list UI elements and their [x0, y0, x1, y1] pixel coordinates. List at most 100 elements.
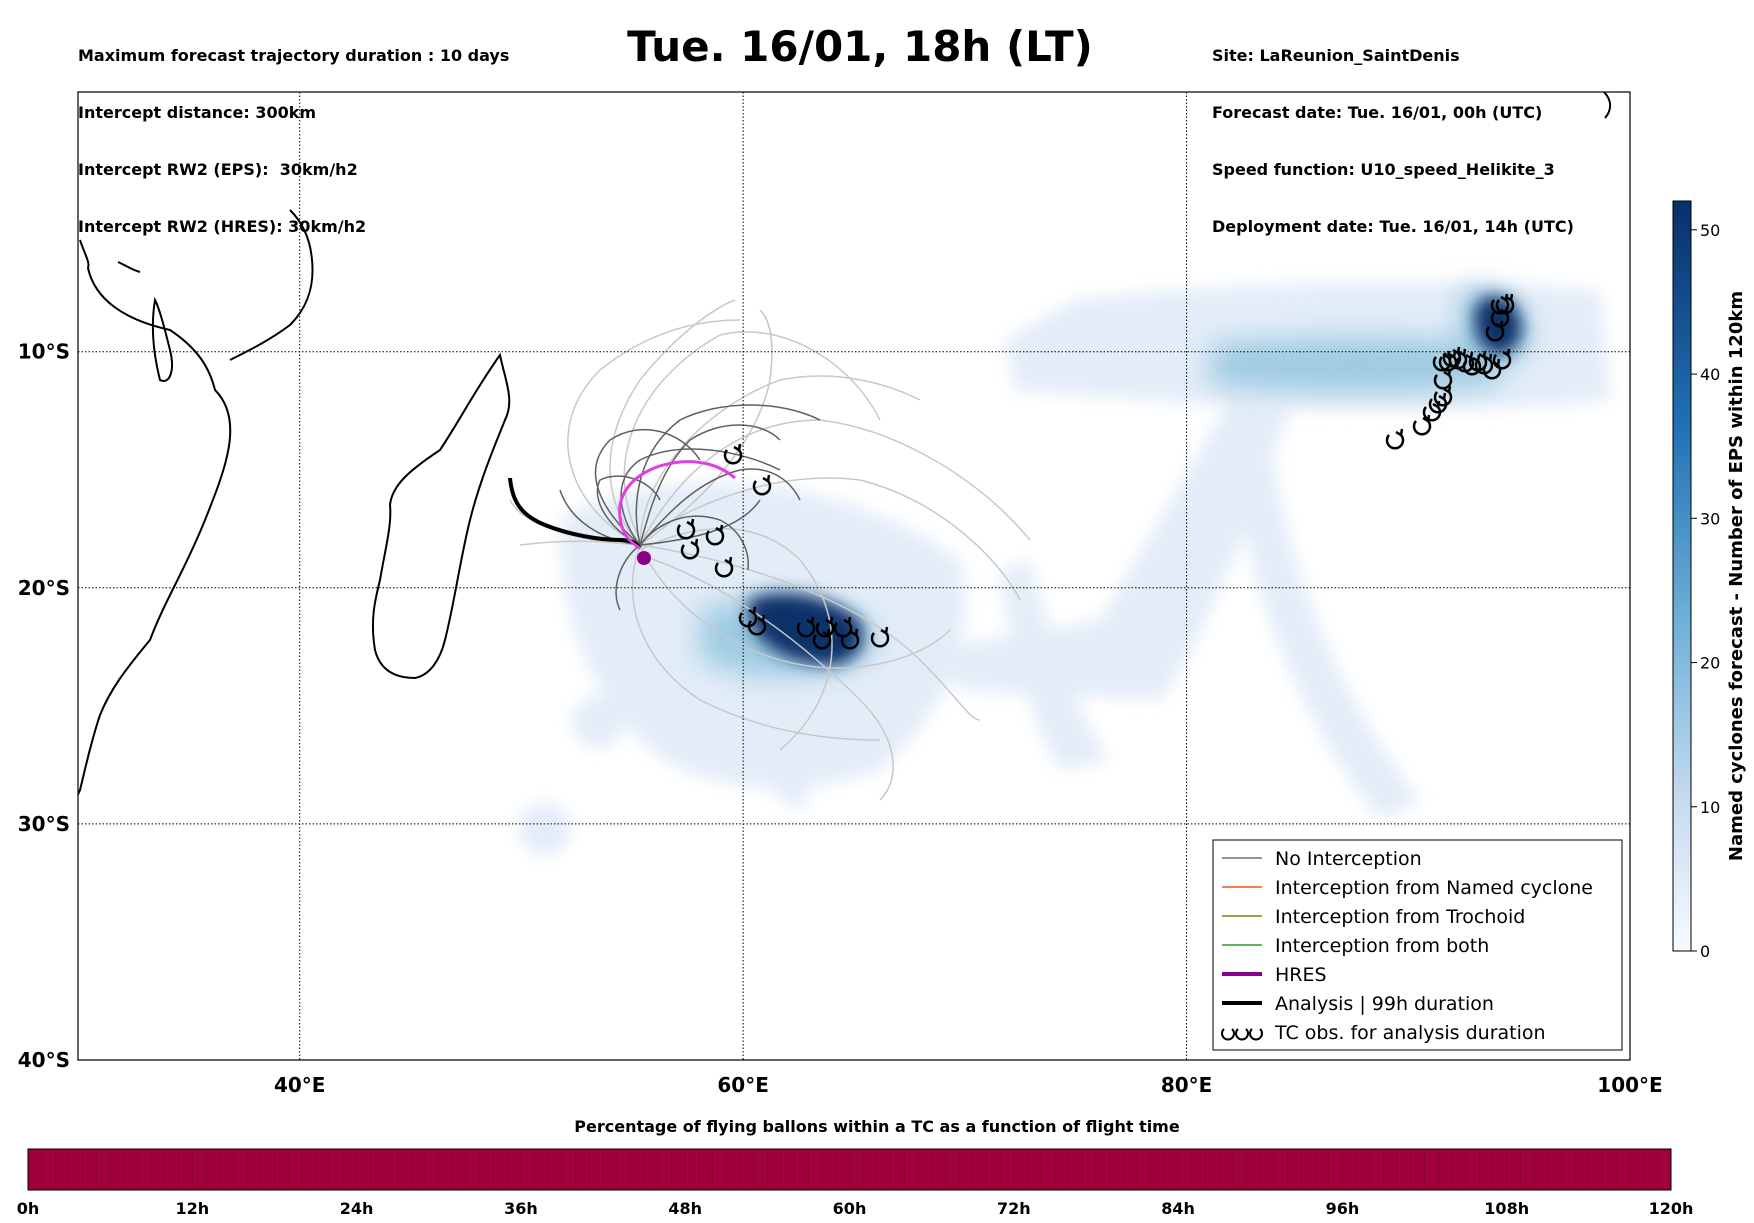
legend-label: Interception from Trochoid [1275, 906, 1525, 928]
longitude-labels: 40°E 60°E 80°E 100°E [274, 1073, 1663, 1097]
tc-obs-hook [715, 524, 724, 533]
time-tick-label: 12h [175, 1199, 209, 1218]
island-outline [117, 261, 141, 273]
map-layers [78, 92, 1612, 855]
colorbar-tick-label: 20 [1700, 654, 1720, 673]
colorbar-gradient [1672, 200, 1692, 952]
legend-item: Interception from Trochoid [1222, 906, 1525, 928]
tc-obs-hook [1502, 348, 1511, 357]
tc-obs-marker [747, 614, 767, 636]
legend-label: Analysis | 99h duration [1275, 993, 1494, 1015]
tc-obs-marker [714, 556, 734, 578]
tc-obs-arc [812, 634, 832, 650]
header-line: Deployment date: Tue. 16/01, 14h (UTC) [1212, 217, 1574, 236]
tc-obs-marker [796, 616, 816, 638]
tc-obs-hook [1395, 428, 1404, 437]
header-left-info: Maximum forecast trajectory duration : 1… [78, 8, 509, 255]
tc-obs-arc [676, 524, 696, 540]
tc-obs-arc [1492, 354, 1512, 370]
eps-trajectories [509, 299, 1031, 801]
tc-obs-marker [723, 443, 743, 465]
tc-obs-hook [1443, 385, 1452, 394]
legend-item: Interception from both [1222, 935, 1489, 957]
lon-label: 40°E [274, 1073, 326, 1097]
tc-obs-hook [880, 626, 889, 635]
header-right-info: Site: LaReunion_SaintDenis Forecast date… [1212, 8, 1574, 255]
legend-label: No Interception [1275, 848, 1422, 870]
tc-obs-arc [833, 622, 853, 638]
coastlines [78, 92, 1612, 797]
header-line: Forecast date: Tue. 16/01, 00h (UTC) [1212, 103, 1543, 122]
tc-obs-hook [1505, 293, 1514, 302]
latitude-labels: 10°S 20°S 30°S 40°S [18, 340, 70, 1072]
legend-label: HRES [1275, 964, 1327, 986]
flight-time-bar: 0h 12h 24h 36h 48h 60h 72h 84h 96h 108h 120h [17, 1148, 1694, 1218]
island-outline [151, 296, 173, 382]
legend-label: Interception from both [1275, 935, 1489, 957]
tc-obs-hook [1438, 392, 1447, 401]
tc-obs-hook [748, 606, 757, 615]
legend-tc-symbol [1235, 1028, 1249, 1041]
tc-obs-marker [840, 628, 860, 650]
map-gridlines [78, 92, 1630, 1060]
tc-obs-marker [1492, 348, 1512, 370]
time-tick-label: 60h [833, 1199, 867, 1218]
lat-label: 30°S [18, 812, 70, 836]
tc-obs-arc [1495, 299, 1515, 315]
tc-obs-arc [1438, 356, 1458, 372]
tc-obs-hook [686, 518, 695, 527]
tc-obs-arc [840, 634, 860, 650]
tc-obs-marker [1428, 392, 1448, 414]
time-tick-label: 48h [668, 1199, 702, 1218]
time-tick-label: 96h [1326, 1199, 1360, 1218]
tc-obs-arc [723, 449, 743, 465]
legend-tc-symbol [1249, 1028, 1263, 1041]
tc-observations [676, 293, 1515, 650]
colorbar-tick-label: 30 [1700, 509, 1720, 528]
tc-obs-marker [1385, 428, 1405, 450]
tc-obs-marker [870, 626, 890, 648]
header-line: Intercept RW2 (HRES): 30km/h2 [78, 217, 367, 236]
deployment-site-marker [637, 551, 651, 565]
legend-item: No Interception [1222, 848, 1422, 870]
lat-label: 20°S [18, 576, 70, 600]
density-colorbar: Named cyclones forecast - Number of EPS … [1672, 200, 1747, 961]
legend-item: Analysis | 99h duration [1222, 993, 1494, 1015]
tc-obs-arc [1433, 391, 1453, 407]
island-outline [1603, 92, 1612, 119]
time-tick-label: 84h [1161, 1199, 1195, 1218]
tc-obs-marker [1433, 385, 1453, 407]
tc-obs-arc [1485, 326, 1505, 342]
tc-obs-hook [1484, 353, 1493, 362]
tc-obs-marker [705, 524, 725, 546]
header-line: Intercept distance: 300km [78, 103, 317, 122]
hres-track [618, 460, 736, 550]
tc-obs-arc [1433, 374, 1453, 390]
colorbar-label: Named cyclones forecast - Number of EPS … [1726, 291, 1747, 861]
trajectory-group-dark [559, 404, 821, 611]
legend-label: Interception from Named cyclone [1275, 877, 1593, 899]
time-bar-title: Percentage of flying ballons within a TC… [574, 1117, 1180, 1136]
legend-frame [1212, 839, 1623, 1051]
tc-obs-hook [850, 628, 859, 637]
tc-obs-arc [796, 622, 816, 638]
tc-obs-hook [806, 616, 815, 625]
time-tick-label: 120h [1649, 1199, 1694, 1218]
colorbar-tick-label: 0 [1700, 942, 1710, 961]
tc-obs-hook [843, 616, 852, 625]
tc-obs-arc [747, 620, 767, 636]
tc-obs-marker [833, 616, 853, 638]
header-line: Speed function: U10_speed_Helikite_3 [1212, 160, 1555, 179]
tc-obs-arc [1412, 420, 1432, 436]
tc-obs-arc [705, 530, 725, 546]
lon-label: 60°E [717, 1073, 769, 1097]
legend-item: TC obs. for analysis duration [1221, 1022, 1546, 1044]
time-tick-label: 72h [997, 1199, 1031, 1218]
africa-horn-coastline [229, 209, 314, 361]
time-tick-label: 24h [340, 1199, 374, 1218]
tc-obs-arc [1428, 398, 1448, 414]
lon-label: 100°E [1597, 1073, 1662, 1097]
lon-label: 80°E [1161, 1073, 1213, 1097]
time-tick-label: 108h [1484, 1199, 1529, 1218]
